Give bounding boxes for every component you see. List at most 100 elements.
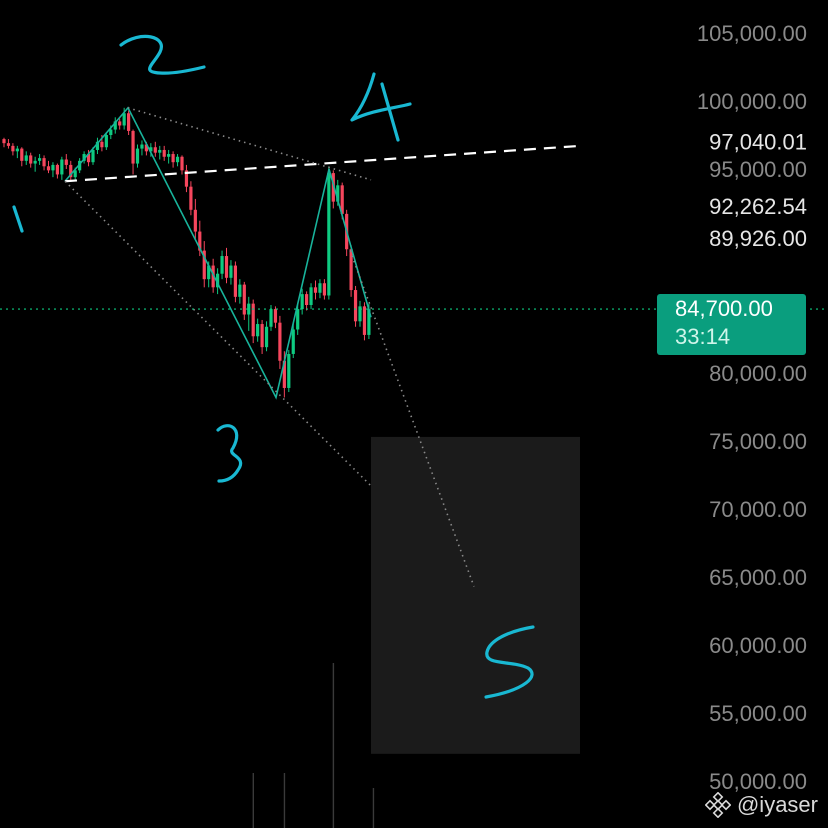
- candle: [15, 145, 19, 159]
- candle: [135, 144, 140, 168]
- candle: [11, 143, 15, 156]
- candle: [353, 285, 358, 327]
- candle: [20, 147, 24, 167]
- candle: [318, 279, 322, 299]
- candle: [247, 296, 251, 331]
- candle: [46, 160, 51, 174]
- volume-bar: [252, 773, 254, 828]
- candle: [242, 281, 246, 320]
- price-axis: 105,000.00 100,000.00 95,000.00 80,000.00 75…: [697, 21, 807, 794]
- candle-countdown: 33:14: [675, 324, 731, 349]
- candle: [362, 302, 367, 341]
- candle: [224, 247, 229, 284]
- candle: [256, 318, 260, 342]
- candle: [55, 163, 59, 179]
- candle: [238, 279, 242, 304]
- candle: [95, 137, 100, 155]
- candle: [331, 170, 335, 209]
- price-axis-label: 80,000.00: [709, 361, 807, 386]
- target-zone-box: [371, 436, 580, 754]
- current-price-tag: 84,700.00 33:14: [657, 294, 806, 355]
- candle: [264, 321, 269, 352]
- candle: [29, 152, 33, 168]
- candle: [51, 162, 55, 178]
- projection-dotted-line: [349, 250, 475, 587]
- candle: [167, 149, 171, 164]
- candle: [149, 143, 153, 157]
- candle: [64, 154, 68, 169]
- candle: [216, 268, 220, 295]
- candle: [42, 155, 46, 171]
- price-axis-label: 92,262.54: [709, 194, 807, 219]
- candle: [104, 132, 108, 150]
- candle: [233, 261, 237, 303]
- price-axis-label: 97,040.01: [709, 129, 807, 154]
- candle: [349, 245, 353, 297]
- volume-bar: [332, 663, 335, 828]
- price-axis-label: 65,000.00: [709, 565, 807, 590]
- candle: [291, 324, 295, 359]
- candle: [69, 160, 73, 182]
- watermark-text: @iyaser: [736, 792, 818, 817]
- current-price-value: 84,700.00: [675, 296, 773, 321]
- candle: [322, 279, 326, 300]
- candle: [193, 198, 197, 240]
- price-axis-label: 55,000.00: [709, 701, 807, 726]
- candle: [118, 118, 122, 130]
- candle: [309, 283, 313, 310]
- candle: [273, 306, 278, 329]
- candle: [202, 241, 206, 288]
- volume-bar: [283, 773, 286, 828]
- candle: [278, 315, 282, 369]
- binance-logo-icon: [704, 792, 731, 818]
- candle: [251, 299, 255, 344]
- lower-channel-dotted-line: [64, 180, 372, 487]
- candle: [198, 220, 202, 257]
- watermark: @iyaser: [704, 792, 818, 818]
- wave-label-3: [216, 424, 243, 483]
- candle: [91, 147, 95, 165]
- wave-label-1: [12, 205, 24, 233]
- price-axis-label: 95,000.00: [709, 157, 807, 182]
- price-axis-label: 89,926.00: [709, 226, 807, 251]
- candle: [6, 139, 11, 149]
- candle: [220, 250, 224, 280]
- elliott-wave-line: [64, 106, 372, 400]
- candle: [189, 181, 193, 216]
- price-axis-label: 60,000.00: [709, 633, 807, 658]
- candle: [296, 303, 300, 335]
- candle: [358, 300, 362, 327]
- candle: [171, 151, 175, 168]
- candle: [131, 129, 135, 175]
- volume-bars: [252, 663, 375, 828]
- price-axis-label: 100,000.00: [697, 89, 807, 114]
- candle: [287, 349, 291, 393]
- candlesticks: [2, 107, 371, 398]
- price-axis-label: 105,000.00: [697, 21, 807, 46]
- candle: [60, 156, 64, 180]
- price-axis-label: 70,000.00: [709, 497, 807, 522]
- candle: [327, 166, 331, 300]
- wave-label-2: [119, 34, 206, 75]
- candle: [260, 319, 264, 354]
- candle: [313, 280, 318, 300]
- candle: [78, 158, 82, 174]
- upper-channel-dotted-line: [127, 107, 372, 181]
- candle: [300, 288, 304, 315]
- candle: [229, 260, 233, 285]
- volume-bar: [372, 788, 375, 828]
- candle: [24, 151, 28, 165]
- candle: [2, 137, 6, 148]
- candle: [180, 155, 184, 175]
- candle: [305, 291, 309, 311]
- price-axis-label: 75,000.00: [709, 429, 807, 454]
- candle: [162, 145, 166, 161]
- wave-label-5: [484, 625, 535, 699]
- candle: [140, 140, 144, 156]
- candle: [127, 110, 131, 135]
- candle: [33, 156, 37, 172]
- price-axis-label: 50,000.00: [709, 769, 807, 794]
- candle: [113, 117, 117, 134]
- candle: [184, 164, 189, 193]
